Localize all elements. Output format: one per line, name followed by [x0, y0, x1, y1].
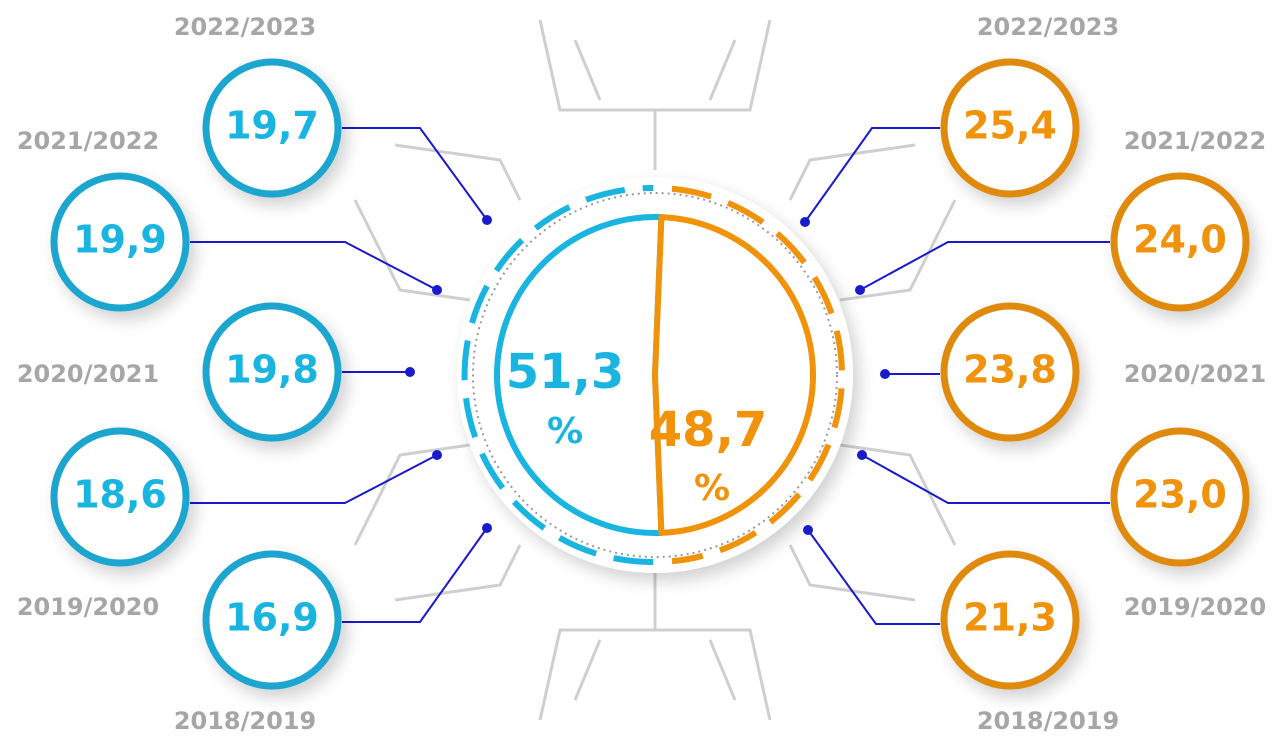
- value-label: 24,0: [1133, 218, 1227, 262]
- value-circle: [50, 427, 190, 567]
- value-circle: [940, 302, 1080, 442]
- connector-dot: [405, 367, 415, 377]
- connector-dot: [800, 217, 810, 227]
- connector: [342, 527, 488, 623]
- pie: 51,3% 48,7%: [461, 185, 845, 565]
- connector-dot: [482, 215, 492, 225]
- value-label: 16,9: [225, 596, 319, 640]
- connector-dot: [803, 525, 813, 535]
- dotted-ring: [472, 192, 838, 558]
- value-circle: [202, 302, 342, 442]
- connector-dot: [857, 450, 867, 460]
- year-label: 2018/2019: [977, 707, 1119, 735]
- value-label: 23,8: [963, 348, 1057, 392]
- pie-unit: %: [694, 468, 730, 509]
- value-circle: [940, 550, 1080, 690]
- year-label: 2019/2020: [17, 593, 159, 621]
- value-circle: [940, 58, 1080, 198]
- connector-dot: [855, 285, 865, 295]
- pie-slice: [652, 214, 816, 536]
- value-circle: [50, 172, 190, 312]
- value-label: 21,3: [963, 596, 1057, 640]
- items: 19,7 2022/2023 19,9 2021/2022 19,8 2020/2021 1…: [17, 13, 1266, 735]
- connector: [859, 241, 1110, 291]
- value-circle: [1110, 172, 1250, 312]
- year-label: 2022/2023: [174, 13, 316, 41]
- value-circle: [202, 58, 342, 198]
- value-circle: [202, 550, 342, 690]
- value-label: 19,8: [225, 348, 319, 392]
- connector: [342, 127, 488, 221]
- year-label: 2020/2021: [17, 360, 159, 388]
- value-circle: [1110, 427, 1250, 567]
- value-label: 19,7: [225, 104, 319, 148]
- value-label: 19,9: [73, 218, 167, 262]
- outer-dash: [461, 185, 654, 565]
- connector: [807, 529, 940, 625]
- year-label: 2020/2021: [1124, 360, 1266, 388]
- connector-dot: [880, 369, 890, 379]
- value-label: 25,4: [963, 104, 1057, 148]
- year-label: 2019/2020: [1124, 593, 1266, 621]
- pie-slice: [494, 214, 665, 536]
- year-label: 2021/2022: [17, 127, 159, 155]
- connector-dot: [432, 450, 442, 460]
- connector: [190, 241, 438, 291]
- value-label: 23,0: [1133, 473, 1227, 517]
- pie-value-label: 48,7: [649, 402, 767, 458]
- connector-dot: [432, 285, 442, 295]
- year-label: 2022/2023: [977, 13, 1119, 41]
- connector-dot: [482, 523, 492, 533]
- outer-dash: [671, 185, 845, 565]
- pie-unit: %: [547, 411, 583, 452]
- value-label: 18,6: [73, 473, 167, 517]
- year-label: 2021/2022: [1124, 127, 1266, 155]
- connector: [804, 127, 940, 223]
- circuit-decoration: [353, 19, 957, 721]
- connector: [190, 454, 438, 504]
- year-label: 2018/2019: [174, 707, 316, 735]
- connector: [861, 454, 1110, 504]
- pie-value-label: 51,3: [506, 344, 624, 400]
